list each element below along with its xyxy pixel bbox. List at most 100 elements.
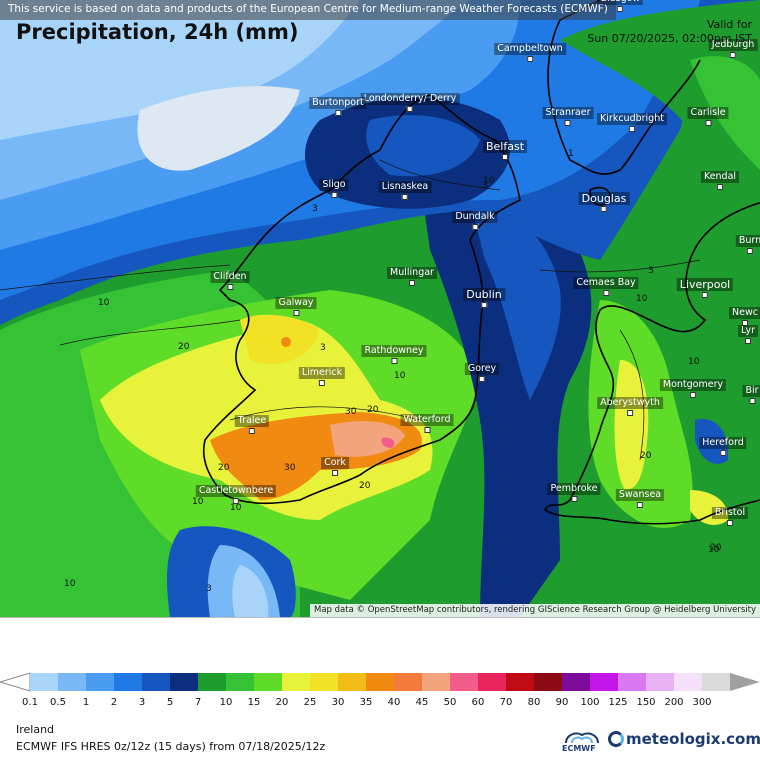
city-marker: Londonderry/ Derry: [360, 93, 460, 112]
contour-label: 10: [708, 545, 720, 555]
contour-label: 20: [710, 543, 722, 553]
city-dot: [408, 280, 415, 286]
contour-label: 10: [192, 497, 204, 507]
precipitation-map[interactable]: 3 3 1 3 3 10 20 10 10 10 20 30 30 20 20 20 10 10 10 10 3 20 10…: [0, 0, 760, 617]
colorbar-tick-label: 0.5: [50, 697, 66, 708]
ecmwf-logo-icon[interactable]: [560, 729, 604, 757]
city-label: Mullingar: [387, 267, 437, 279]
colorbar-swatch: [646, 673, 675, 691]
contour-label: 3: [312, 204, 318, 214]
city-label: Bir: [742, 385, 760, 397]
colorbar-tick-label: 2: [110, 697, 118, 708]
colorbar-tick-label: 0.1: [22, 697, 38, 708]
city-label: Cemaes Bay: [573, 277, 639, 289]
colorbar-tick-label: 20: [275, 697, 289, 708]
city-marker: Burn: [735, 235, 760, 254]
city-marker: Lyr: [738, 325, 758, 344]
field-pink-peak: [381, 437, 395, 448]
city-marker: Jedburgh: [708, 39, 758, 58]
city-label: Limerick: [298, 367, 346, 379]
city-label: Jedburgh: [708, 39, 758, 51]
city-marker: Castletownbere: [195, 485, 277, 504]
field-lightgreen-scotland: [690, 56, 760, 170]
city-label: Castletownbere: [195, 485, 277, 497]
city-marker: Lisnaskea: [378, 181, 432, 200]
city-marker: Glasgow: [596, 0, 644, 12]
coastlines: [202, 0, 760, 525]
colorbar-tick-label: 300: [692, 697, 712, 708]
contour-label: 10: [64, 579, 76, 589]
city-marker: Tralee: [234, 415, 270, 434]
city-label: Hereford: [699, 437, 747, 449]
city-dot: [704, 120, 711, 126]
colorbar-tick-label: 7: [194, 697, 202, 708]
city-dot: [701, 292, 708, 298]
city-label: Glasgow: [596, 0, 644, 5]
contour-label: 20: [178, 342, 190, 352]
colorbar-tick-label: 3: [138, 697, 146, 708]
city-marker: Liverpool: [676, 278, 734, 298]
city-label: Liverpool: [676, 278, 734, 291]
city-dot: [232, 498, 239, 504]
colorbar-tick-label: 30: [331, 697, 345, 708]
contour-label: 10: [636, 294, 648, 304]
field-palest-southwest: [232, 565, 269, 617]
city-marker: Campbeltown: [494, 43, 566, 62]
field-blue-palest: [0, 0, 360, 140]
city-label: Kirkcudbright: [597, 113, 667, 125]
colorbar-min-arrow: [0, 672, 31, 692]
colorbar-swatch: [338, 673, 367, 691]
colorbar-swatch: [254, 673, 283, 691]
city-label: Aberystwyth: [597, 397, 663, 409]
city-marker: Belfast: [482, 140, 528, 160]
contour-label: 3: [482, 181, 488, 191]
city-label: Montgomery: [659, 379, 727, 391]
contour-label: 20: [640, 451, 652, 461]
map-title: Precipitation, 24h (mm): [16, 20, 299, 44]
city-marker: Clifden: [210, 271, 250, 290]
model-run-label: ECMWF IFS HRES 0z/12z (15 days) from 07/…: [16, 740, 326, 753]
colorbar-tick-label: 80: [527, 697, 541, 708]
city-label: Pembroke: [547, 483, 601, 495]
city-marker: Sligo: [319, 179, 349, 198]
colorbar-tick-label: 10: [219, 697, 233, 708]
city-dot: [749, 398, 755, 404]
contour-label: 10: [98, 298, 110, 308]
meteologix-brand: meteologix.com: [626, 730, 760, 748]
contour-label: 10: [483, 176, 495, 186]
city-marker: Montgomery: [659, 379, 727, 398]
city-label: Rathdowney: [361, 345, 427, 357]
city-marker: Limerick: [298, 367, 346, 386]
contour-label: 10: [394, 371, 406, 381]
city-label: Bristol: [711, 507, 749, 519]
city-marker: Aberystwyth: [597, 397, 663, 416]
city-marker: Burtonport: [309, 97, 367, 116]
city-label: Burtonport: [309, 97, 367, 109]
contour-label: 1: [568, 149, 574, 159]
colorbar-swatch: [198, 673, 227, 691]
city-marker: Swansea: [615, 489, 665, 508]
precipitation-colorbar: [0, 672, 760, 692]
colorbar-max-arrow: [730, 673, 760, 691]
city-label: Swansea: [615, 489, 665, 501]
city-dot: [744, 338, 751, 344]
city-dot: [480, 302, 487, 308]
colorbar-swatch: [114, 673, 143, 691]
field-salmon-core: [330, 421, 405, 457]
city-label: Carlisle: [687, 107, 729, 119]
city-dot: [564, 120, 571, 126]
city-dot: [292, 310, 299, 316]
colorbar-swatch: [506, 673, 535, 691]
contour-label: 3: [648, 266, 654, 276]
region-label: Ireland: [16, 723, 55, 736]
meteologix-logo[interactable]: meteologix.com: [608, 730, 760, 748]
colorbar-labels: 0.1 0.5 1 2 3 5 7 10 15 20 25 30 35 40 45 50 60 70 80 90 100…: [0, 697, 760, 711]
city-marker: Bristol: [711, 507, 749, 526]
city-dot: [616, 6, 623, 12]
contour-label: 10: [688, 357, 700, 367]
colorbar-swatch: [618, 673, 647, 691]
colorbar-swatch: [478, 673, 507, 691]
colorbar-swatch: [310, 673, 339, 691]
